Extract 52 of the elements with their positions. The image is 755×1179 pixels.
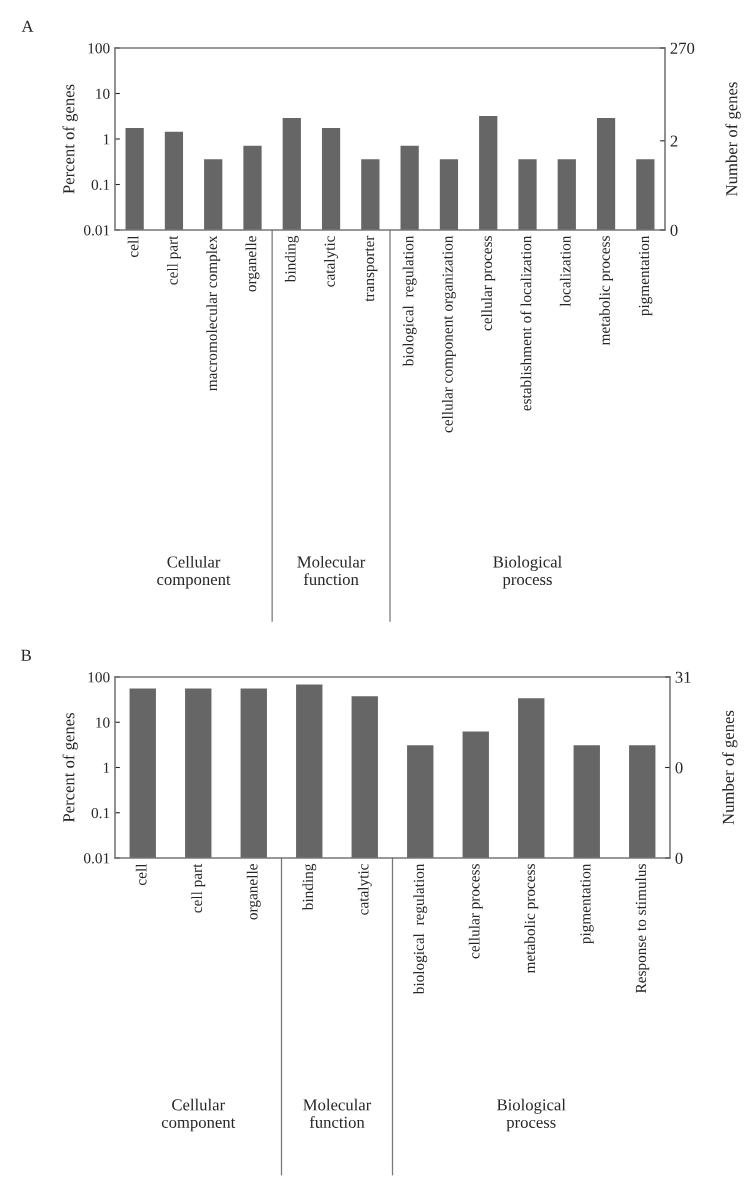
x-tick-label: biological regulation	[413, 863, 428, 995]
text: Molecular function	[303, 1098, 372, 1128]
y-axis-title: Percent of genes	[62, 84, 78, 194]
x-tick-label: pigmentation	[580, 863, 594, 944]
x-tick-label: binding	[284, 235, 299, 283]
x-tick-label: localization	[559, 235, 571, 307]
text: Cellular component	[157, 555, 231, 589]
text: 2	[670, 135, 678, 147]
y-tick-label: 0.01	[83, 853, 110, 864]
x-tick-label: biological regulation	[402, 235, 417, 367]
x-tick-label: binding	[302, 863, 317, 911]
x-tick-label: cell	[127, 235, 139, 258]
text: 0	[675, 762, 683, 774]
x-tick-label: cellular process	[468, 864, 483, 959]
text: Molecular function	[297, 555, 366, 586]
text: Biological process	[493, 555, 562, 589]
x-tick-label: catalytic	[357, 864, 372, 915]
y-tick-label: 100	[88, 672, 110, 683]
y-tick-label: 1	[103, 762, 110, 773]
x-tick-label: cellular process	[481, 236, 496, 331]
chart-title: A	[21, 20, 34, 32]
y2-axis-title: Number of genes	[725, 82, 741, 196]
x-tick-label: organelle	[245, 236, 260, 292]
x-tick-label: organelle	[246, 864, 261, 920]
x-tick-label: transporter	[365, 235, 378, 302]
text: 0	[670, 224, 678, 236]
text: Biological process	[497, 1098, 566, 1132]
y-tick-label: 100	[88, 43, 110, 54]
y-tick-label: 0.1	[91, 807, 110, 819]
x-tick-label: catalytic	[324, 236, 339, 287]
x-tick-label: cell part	[191, 863, 206, 913]
y-tick-label: 0.01	[83, 225, 110, 236]
text: 270	[670, 42, 695, 54]
x-tick-label: cell	[135, 863, 147, 886]
y2-axis-title: Number of genes	[722, 710, 738, 825]
y-tick-label: 1	[103, 134, 110, 145]
x-tick-label: pigmentation	[638, 235, 653, 316]
chart-title: B	[21, 649, 31, 661]
x-tick-label: macromolecular complex	[206, 235, 221, 391]
text: 31	[675, 671, 691, 683]
x-tick-label: Response to stimulus	[635, 864, 650, 993]
y-axis-title: Percent of genes	[62, 713, 78, 823]
x-tick-label: cell part	[167, 235, 181, 285]
y-tick-label: 10	[96, 88, 110, 99]
x-tick-label: cellular component organization	[441, 235, 456, 433]
y-tick-label: 0.1	[91, 179, 110, 191]
text: Cellular component	[161, 1098, 236, 1132]
x-tick-label: metabolic process	[524, 864, 539, 974]
x-tick-label: establishment of localization	[520, 235, 532, 411]
y-tick-label: 10	[96, 717, 110, 728]
x-tick-label: metabolic process	[599, 236, 613, 346]
text: 0	[675, 852, 683, 864]
